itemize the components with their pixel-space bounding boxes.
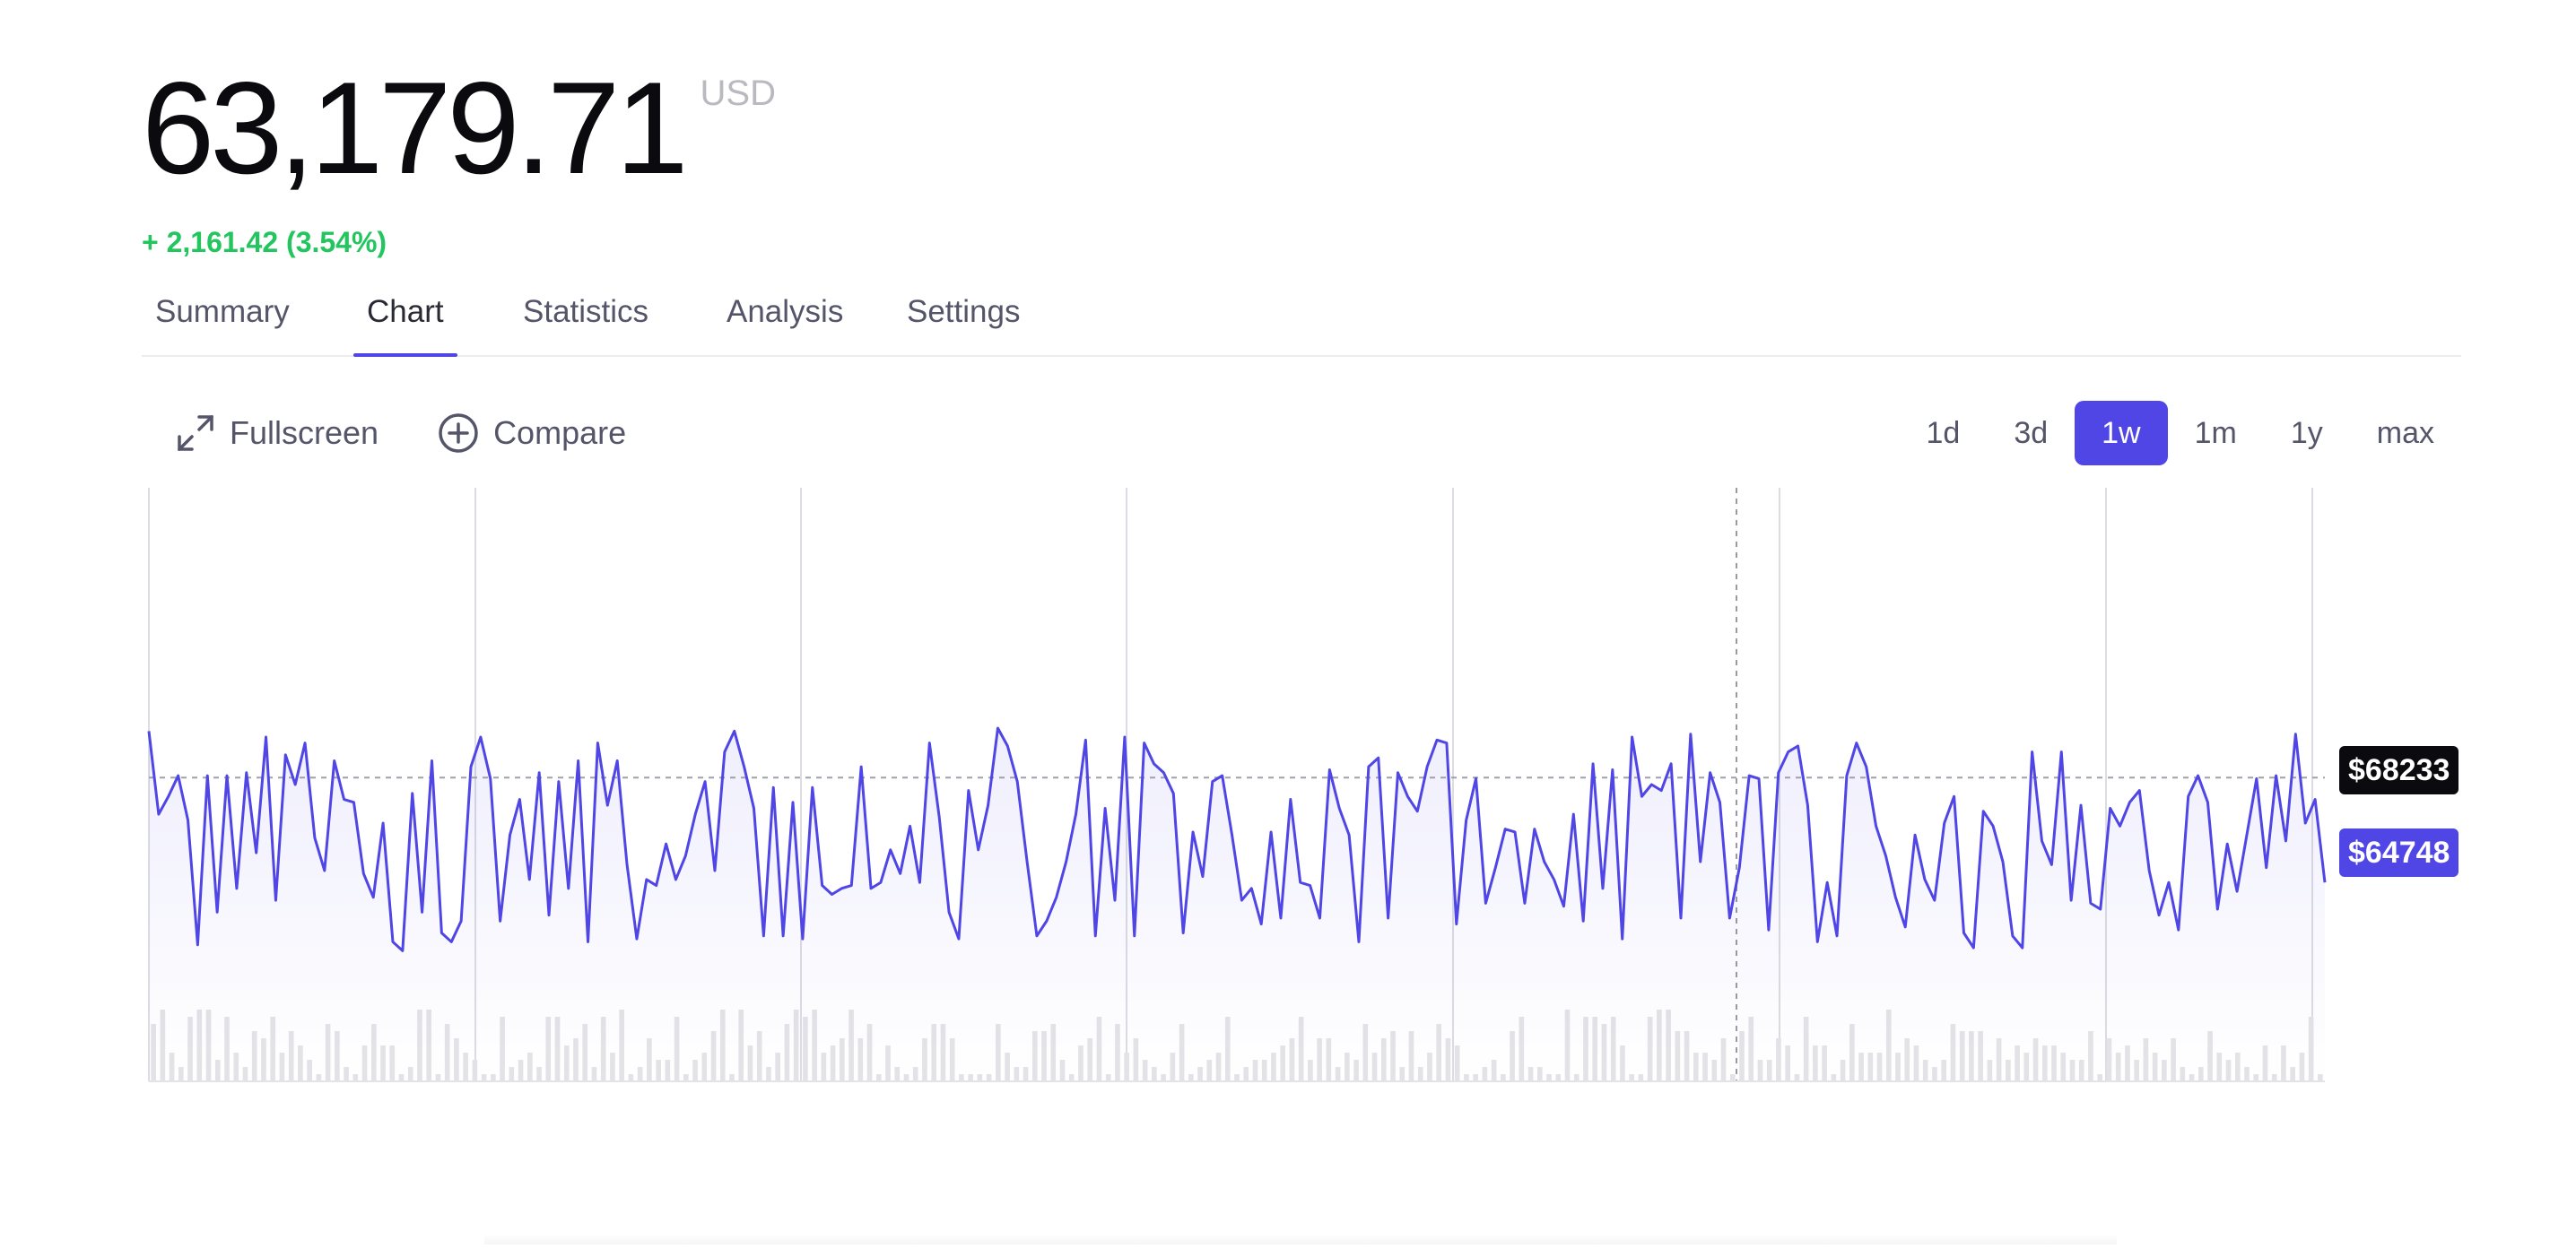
plus-circle-icon (438, 412, 479, 454)
price-area (149, 728, 2325, 1081)
range-max[interactable]: max (2376, 416, 2434, 450)
currency-label: USD (700, 74, 776, 113)
price-change: + 2,161.42 (3.54%) (142, 226, 387, 258)
time-range-selector: 1d 3d 1w 1m 1y max (1899, 400, 2461, 466)
tab-chart[interactable]: Chart (353, 294, 457, 357)
compare-label: Compare (493, 414, 627, 451)
tab-bar: Summary Chart Statistics Analysis Settin… (142, 285, 2461, 357)
range-1y[interactable]: 1y (2290, 416, 2323, 450)
bottom-fade (484, 1234, 2117, 1245)
tab-summary[interactable]: Summary (155, 294, 290, 329)
range-1d[interactable]: 1d (1926, 416, 1961, 450)
chart-toolbar: Fullscreen Compare (176, 400, 626, 466)
fullscreen-button[interactable]: Fullscreen (176, 413, 379, 453)
price-line (147, 726, 2327, 952)
range-3d[interactable]: 3d (2014, 416, 2049, 450)
last-price-badge: $64748 (2339, 828, 2459, 877)
tab-statistics[interactable]: Statistics (523, 294, 649, 329)
fullscreen-label: Fullscreen (230, 414, 379, 451)
range-1w[interactable]: 1w (2075, 401, 2168, 465)
tab-analysis[interactable]: Analysis (727, 294, 844, 329)
tab-settings[interactable]: Settings (907, 294, 1021, 329)
expand-icon (176, 413, 215, 453)
compare-button[interactable]: Compare (438, 412, 626, 454)
reference-price-badge: $68233 (2339, 746, 2459, 794)
price-header: 63,179.71 USD (142, 63, 776, 194)
current-price: 63,179.71 (142, 55, 689, 201)
range-1m[interactable]: 1m (2194, 416, 2237, 450)
